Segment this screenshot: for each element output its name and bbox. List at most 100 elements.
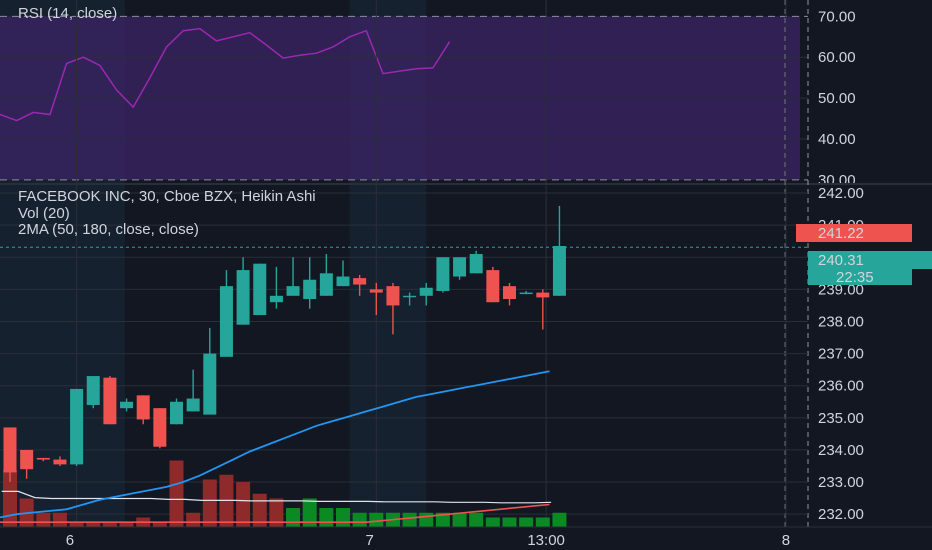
candle-body bbox=[170, 401, 183, 425]
volume-bar bbox=[452, 512, 467, 527]
volume-bar bbox=[519, 517, 534, 527]
indicator-2ma: 2MA (50, 180, close, close) bbox=[18, 221, 199, 238]
candle-body bbox=[486, 270, 500, 303]
candle-body bbox=[253, 263, 267, 316]
time-label: 13:00 bbox=[527, 532, 565, 549]
candle-body bbox=[386, 286, 400, 306]
candle-body bbox=[353, 278, 367, 285]
price-tick-label: 237.00 bbox=[818, 346, 864, 363]
time-label: 7 bbox=[365, 532, 373, 549]
candle-body bbox=[453, 257, 467, 277]
candle-body bbox=[403, 295, 417, 298]
volume-bar bbox=[535, 517, 550, 527]
volume-bar bbox=[336, 508, 350, 527]
candle-body bbox=[269, 295, 283, 303]
volume-bar bbox=[352, 512, 367, 527]
candle-body bbox=[86, 376, 100, 405]
volume-bar bbox=[402, 512, 417, 527]
volume-bar bbox=[319, 508, 334, 527]
candle-body bbox=[120, 401, 134, 409]
volume-bar bbox=[552, 512, 567, 527]
rsi-tick-label: 40.00 bbox=[818, 131, 856, 148]
volume-bar bbox=[119, 522, 134, 527]
price-tick-label: 238.00 bbox=[818, 313, 864, 330]
price-tick-label: 235.00 bbox=[818, 410, 864, 427]
volume-bar bbox=[102, 522, 117, 527]
candle-body bbox=[336, 276, 350, 287]
ma-fast-line bbox=[0, 370, 550, 519]
candle-body bbox=[136, 395, 150, 420]
price-pane: 242.00241.00240.00239.00238.00237.00236.… bbox=[0, 0, 932, 527]
volume-bar bbox=[86, 522, 101, 527]
candle-body bbox=[186, 398, 200, 412]
candle-body bbox=[103, 377, 117, 425]
price-tick-label: 234.00 bbox=[818, 442, 864, 459]
candle-body bbox=[319, 273, 333, 296]
indicator-vol: Vol (20) bbox=[18, 205, 70, 222]
volume-bar bbox=[369, 512, 384, 527]
volume-bar bbox=[236, 481, 251, 527]
candle-body bbox=[203, 353, 217, 415]
price-tick-label: 242.00 bbox=[818, 185, 864, 202]
rsi-line bbox=[0, 27, 451, 122]
candle-body bbox=[20, 449, 34, 470]
badge-countdown-text: 22:35 bbox=[836, 269, 874, 286]
badge-high-text: 241.22 bbox=[818, 225, 864, 242]
candle-body bbox=[519, 292, 533, 295]
price-tick-label: 233.00 bbox=[818, 474, 864, 491]
time-axis: 6 7 13:00 8 bbox=[0, 526, 932, 549]
candles bbox=[3, 205, 566, 483]
candle-body bbox=[70, 388, 84, 465]
volume-bar bbox=[419, 512, 434, 527]
volume-bar bbox=[469, 512, 484, 527]
candle-body bbox=[153, 408, 167, 447]
candle-body bbox=[552, 246, 566, 296]
volume-bar bbox=[286, 508, 301, 527]
price-tick-label: 232.00 bbox=[818, 506, 864, 523]
candle-body bbox=[3, 427, 17, 473]
candle-body bbox=[53, 459, 67, 465]
candle-body bbox=[303, 279, 317, 299]
rsi-title: RSI (14, close) bbox=[18, 5, 117, 22]
candle-body bbox=[369, 289, 383, 293]
badge-last-text: 240.31 bbox=[818, 252, 864, 269]
candle-body bbox=[536, 292, 550, 298]
badge-high: 241.22 bbox=[796, 224, 912, 242]
volume-bar bbox=[52, 512, 67, 527]
volume-bar bbox=[252, 493, 267, 527]
candle-body bbox=[436, 257, 450, 291]
time-label: 6 bbox=[66, 532, 74, 549]
volume-bar bbox=[435, 512, 450, 527]
volume-bar bbox=[152, 522, 167, 527]
candle-body bbox=[219, 286, 233, 357]
volume-bar bbox=[169, 460, 184, 527]
volume-bar bbox=[3, 470, 17, 527]
candle-body bbox=[236, 270, 250, 325]
volume-bar bbox=[502, 517, 517, 527]
price-tick-label: 239.00 bbox=[818, 281, 864, 298]
candle-body bbox=[419, 287, 433, 296]
rsi-tick-label: 50.00 bbox=[818, 90, 856, 107]
badge-high-rect bbox=[796, 224, 912, 242]
rsi-grid bbox=[0, 15, 808, 181]
ma-slow-line bbox=[0, 503, 550, 523]
volume-bar bbox=[485, 517, 500, 527]
candle-body bbox=[36, 457, 50, 460]
volume-ma-line bbox=[1, 490, 552, 504]
price-grid bbox=[0, 0, 809, 527]
rsi-tick-label: 70.00 bbox=[818, 8, 856, 25]
candle-body bbox=[503, 286, 516, 299]
candle-body bbox=[469, 254, 483, 274]
time-label: 8 bbox=[782, 532, 790, 549]
candle-body bbox=[286, 286, 300, 296]
volume-bar bbox=[202, 479, 217, 527]
badge-last-rect bbox=[808, 251, 932, 269]
price-title: FACEBOOK INC, 30, Cboe BZX, Heikin Ashi bbox=[18, 188, 316, 205]
price-tick-label: 236.00 bbox=[818, 378, 864, 395]
volume-bar bbox=[69, 522, 84, 527]
volume-bar bbox=[186, 512, 201, 527]
badge-countdown-rect bbox=[808, 269, 912, 285]
rsi-tick-label: 60.00 bbox=[818, 49, 856, 66]
